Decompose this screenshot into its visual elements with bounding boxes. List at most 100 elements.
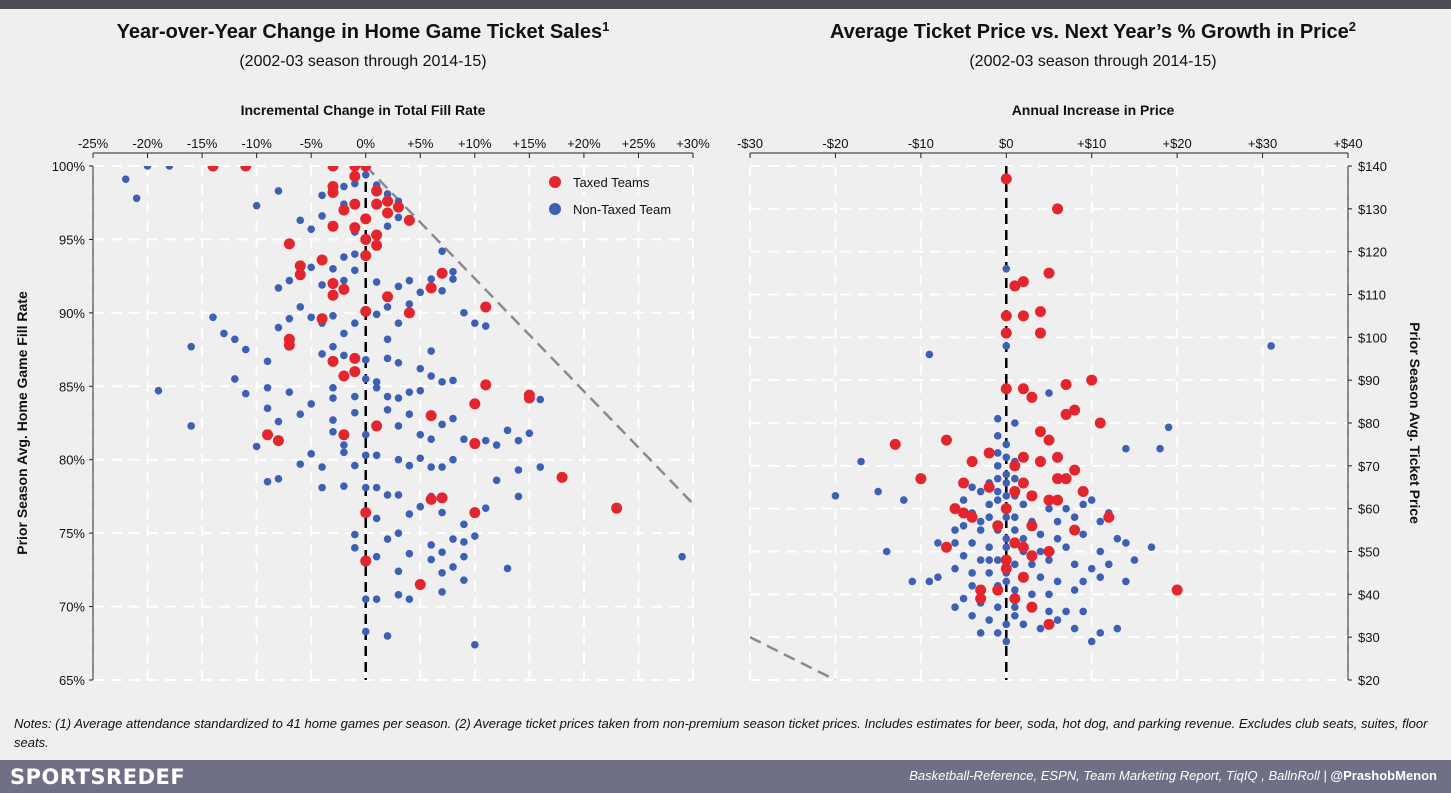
chart1-non-taxed-point: [481, 322, 490, 330]
chart1-x-tick-label: +15%: [513, 136, 547, 151]
chart1-non-taxed-point: [361, 356, 370, 364]
chart2-non-taxed-point: [1002, 620, 1011, 629]
chart2-taxed-point: [1052, 473, 1064, 485]
chart1-non-taxed-point: [351, 319, 359, 327]
chart1-non-taxed-point: [351, 408, 359, 417]
chart1-subtitle: (2002-03 season through 2014-15): [239, 53, 486, 70]
chart2-non-taxed-point: [968, 611, 976, 620]
chart1-taxed-point: [316, 313, 328, 325]
chart2-taxed-point: [1060, 408, 1072, 420]
chart1-non-taxed-point: [329, 311, 337, 320]
chart1-non-taxed-point: [394, 319, 403, 327]
chart2-non-taxed-point: [1011, 513, 1019, 522]
chart1-non-taxed-point: [514, 492, 523, 501]
chart1-x-tick-label: 0%: [356, 136, 375, 151]
chart1-non-taxed-point: [449, 267, 457, 276]
chart2-non-taxed-point: [1036, 530, 1045, 539]
chart2-non-taxed-point: [985, 556, 993, 564]
chart1-series-taxed: [207, 166, 623, 591]
chart2-non-taxed-point: [1147, 543, 1156, 552]
chart1-taxed-point: [360, 507, 372, 519]
chart2-non-taxed-point: [1070, 586, 1079, 594]
chart2-non-taxed-point: [1011, 586, 1019, 594]
chart1-non-taxed-point: [187, 342, 195, 351]
chart1-y-tick-label: 65%: [59, 673, 85, 688]
chart2-non-taxed-point: [1002, 453, 1011, 462]
chart1-non-taxed-point: [492, 441, 501, 449]
chart1-taxed-point: [283, 339, 295, 351]
chart1-non-taxed-point: [241, 389, 250, 398]
chart1-non-taxed-point: [361, 595, 370, 604]
chart2-non-taxed-point: [993, 414, 1002, 423]
chart2-non-taxed-point: [1045, 389, 1053, 397]
chart1-non-taxed-point: [361, 627, 370, 636]
chart2-non-taxed-point: [959, 594, 968, 603]
chart1-diagonal-reference-line: [364, 166, 693, 505]
chart2-non-taxed-point: [1045, 556, 1053, 564]
chart2-non-taxed-point: [857, 457, 865, 466]
chart1-taxed-point: [371, 239, 383, 251]
chart1-non-taxed-point: [383, 392, 392, 401]
chart1-non-taxed-point: [220, 329, 228, 338]
chart1-non-taxed-point: [318, 350, 326, 358]
chart1-non-taxed-point: [514, 436, 523, 445]
chart2-taxed-point: [1052, 494, 1064, 506]
chart1-taxed-point: [338, 204, 350, 216]
chart2-non-taxed-point: [1079, 500, 1087, 509]
chart1-non-taxed-point: [285, 276, 294, 285]
chart2-taxed-point: [915, 473, 927, 485]
chart2-non-taxed-point: [951, 539, 959, 547]
chart2-non-taxed-point: [1113, 534, 1122, 543]
chart1-non-taxed-point: [252, 442, 261, 451]
chart1-legend-label-non-taxed: Non-Taxed Team: [573, 202, 671, 217]
chart2-taxed-point: [1026, 490, 1038, 502]
sources-list: Basketball-Reference, ESPN, Team Marketi…: [909, 768, 1320, 783]
chart1-title-superscript: 1: [602, 19, 609, 34]
chart1-taxed-point: [349, 170, 361, 182]
chart2-title-superscript: 2: [1349, 19, 1356, 34]
chart1-taxed-point: [469, 507, 481, 519]
chart2-non-taxed-point: [1096, 573, 1105, 581]
chart1-non-taxed-point: [351, 392, 359, 401]
chart1-non-taxed-point: [274, 284, 283, 292]
chart2-non-taxed-point: [968, 483, 976, 492]
chart1-non-taxed-point: [394, 422, 403, 430]
chart1-non-taxed-point: [405, 549, 414, 558]
chart2-y-tick-label: $60: [1358, 502, 1380, 517]
chart2-taxed-point: [1069, 404, 1081, 416]
chart1-non-taxed-point: [351, 179, 359, 188]
chart2-taxed-point: [1017, 310, 1029, 322]
chart1-taxed-point: [469, 438, 481, 450]
chart1-legend-label-taxed: Taxed Teams: [573, 175, 650, 190]
chart1-non-taxed-point: [492, 476, 501, 485]
chart1-x-tick-label: -15%: [187, 136, 218, 151]
chart1-non-taxed-point: [372, 514, 381, 523]
chart2-x-axis-label: Annual Increase in Price: [1012, 102, 1175, 118]
chart2-taxed-point: [1034, 306, 1046, 318]
chart1-non-taxed-point: [525, 429, 534, 438]
chart2-non-taxed-point: [1019, 500, 1028, 509]
chart2-taxed-point: [949, 503, 961, 515]
chart2-non-taxed-point: [993, 449, 1002, 457]
chart1-non-taxed-point: [143, 166, 152, 170]
chart2-taxed-point: [1017, 477, 1029, 489]
chart2-non-taxed-point: [1019, 534, 1028, 543]
chart1-non-taxed-point: [329, 265, 337, 273]
chart2-x-tick-label: $0: [999, 136, 1013, 151]
chart2-non-taxed-point: [993, 556, 1002, 564]
chart2-non-taxed-point: [1002, 513, 1011, 522]
chart2-non-taxed-point: [1011, 526, 1019, 534]
chart1-non-taxed-point: [285, 388, 294, 396]
chart2-non-taxed-point: [1070, 513, 1079, 522]
chart2-taxed-point: [1103, 511, 1115, 523]
chart1-legend-marker-taxed: [549, 176, 561, 188]
chart1-taxed-point: [349, 352, 361, 364]
chart2-taxed-point: [1000, 173, 1012, 185]
chart2-taxed-point: [1069, 464, 1081, 476]
chart2-y-tick-label: $30: [1358, 630, 1380, 645]
chart1-y-tick-label: 100%: [52, 159, 86, 174]
brand-logo: SPORTSREDEF: [10, 765, 185, 789]
chart1-non-taxed-point: [471, 640, 479, 649]
sources-separator: |: [1323, 768, 1327, 783]
chart1-non-taxed-point: [438, 463, 446, 471]
